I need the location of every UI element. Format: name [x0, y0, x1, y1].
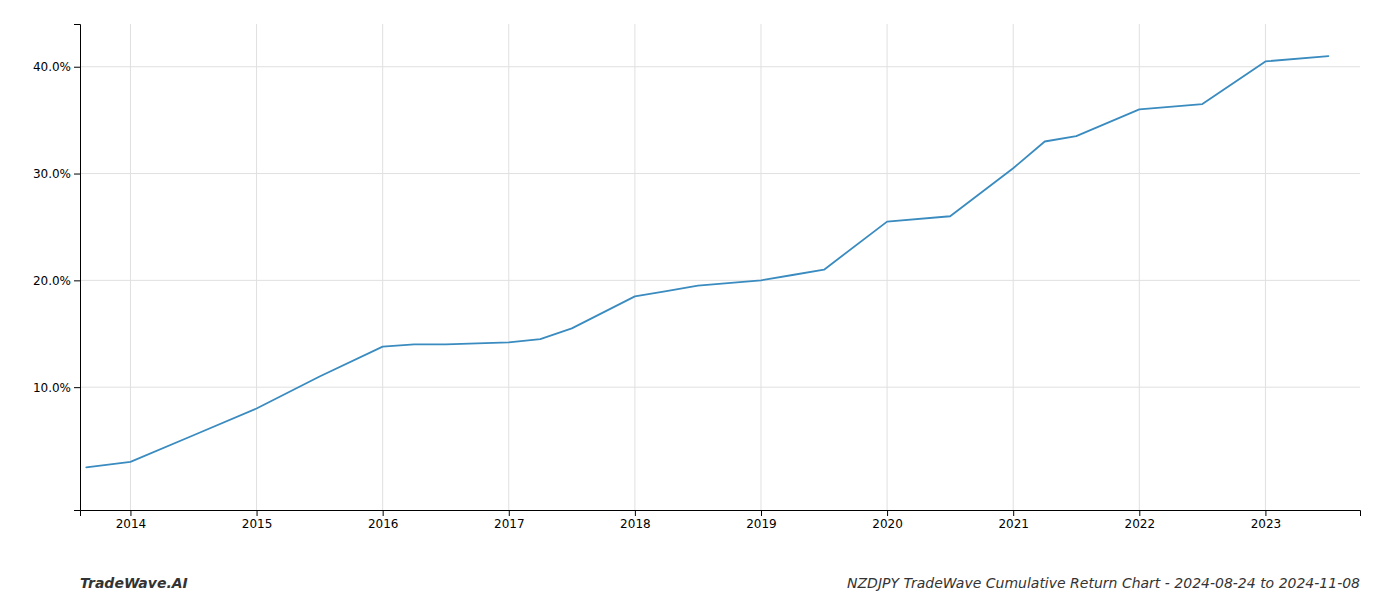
x-tick-label: 2021: [998, 517, 1029, 531]
x-tick-label: 2018: [620, 517, 651, 531]
line: [86, 56, 1328, 467]
y-tick-label: 40.0%: [33, 60, 71, 74]
x-tick: 2022: [1125, 510, 1156, 531]
x-tick-mark: [1139, 510, 1140, 516]
x-tick-mark: [257, 510, 258, 516]
x-tick-label: 2022: [1125, 517, 1156, 531]
x-tick: 2018: [620, 510, 651, 531]
x-tick-mark: [1013, 510, 1014, 516]
grid-line-x: [382, 24, 383, 510]
x-tick: 2014: [116, 510, 147, 531]
grid-line-x: [760, 24, 761, 510]
grid-line-y: [80, 173, 1360, 174]
x-axis: 2014 2015 2016 2017 2018 2019 2020 2021 2022 2023: [81, 510, 1361, 531]
x-tick-mark: [383, 510, 384, 516]
y-tick-label: 30.0%: [33, 167, 71, 181]
y-tick: 10.0%: [33, 381, 80, 395]
title: NZDJPY TradeWave Cumulative Return Chart…: [847, 575, 1360, 591]
grid-line-y: [80, 66, 1360, 67]
x-tick-mark: [761, 510, 762, 516]
y-tick: 30.0%: [33, 167, 80, 181]
y-tick-label: 10.0%: [33, 381, 71, 395]
x-tick-label: 2019: [746, 517, 777, 531]
x-tick: 2019: [746, 510, 777, 531]
x-tick: 2017: [494, 510, 525, 531]
y-tick-mark: [74, 174, 80, 175]
y-axis-line: [74, 25, 81, 511]
grid-line-x: [634, 24, 635, 510]
y-tick-mark: [74, 67, 80, 68]
x-tick-label: 2023: [1251, 517, 1282, 531]
x-tick-label: 2015: [242, 517, 273, 531]
grid: [80, 24, 1360, 510]
y-tick-label: 20.0%: [33, 274, 71, 288]
x-tick: 2015: [242, 510, 273, 531]
x-axis-line: [81, 511, 1361, 517]
y-tick: 20.0%: [33, 274, 80, 288]
x-tick-label: 2017: [494, 517, 525, 531]
chart: 2014 2015 2016 2017 2018 2019 2020 2021 2022 2023…: [0, 0, 1400, 600]
grid-line-x: [256, 24, 257, 510]
watermark: TradeWave.AI: [80, 575, 188, 591]
plot: 2014 2015 2016 2017 2018 2019 2020 2021 2022 2023…: [33, 24, 1361, 531]
marks: [86, 56, 1328, 467]
x-tick-label: 2020: [872, 517, 903, 531]
grid-line-y: [80, 387, 1360, 388]
grid-line-x: [1013, 24, 1014, 510]
grid-line-x: [130, 24, 131, 510]
x-tick-mark: [509, 510, 510, 516]
grid-line-x: [508, 24, 509, 510]
y-tick-mark: [74, 387, 80, 388]
x-tick: 2023: [1251, 510, 1282, 531]
y-tick: 40.0%: [33, 60, 80, 74]
x-tick-label: 2014: [116, 517, 147, 531]
grid-line-x: [1265, 24, 1266, 510]
x-tick-mark: [1265, 510, 1266, 516]
x-tick: 2021: [998, 510, 1029, 531]
x-tick: 2020: [872, 510, 903, 531]
x-tick: 2016: [368, 510, 399, 531]
y-tick-mark: [74, 280, 80, 281]
grid-line-x: [887, 24, 888, 510]
x-tick-mark: [887, 510, 888, 516]
grid-line-x: [1139, 24, 1140, 510]
y-axis: 10.0% 20.0% 30.0% 40.0%: [33, 25, 81, 511]
x-tick-mark: [130, 510, 131, 516]
grid-line-y: [80, 280, 1360, 281]
x-tick-mark: [635, 510, 636, 516]
x-tick-label: 2016: [368, 517, 399, 531]
